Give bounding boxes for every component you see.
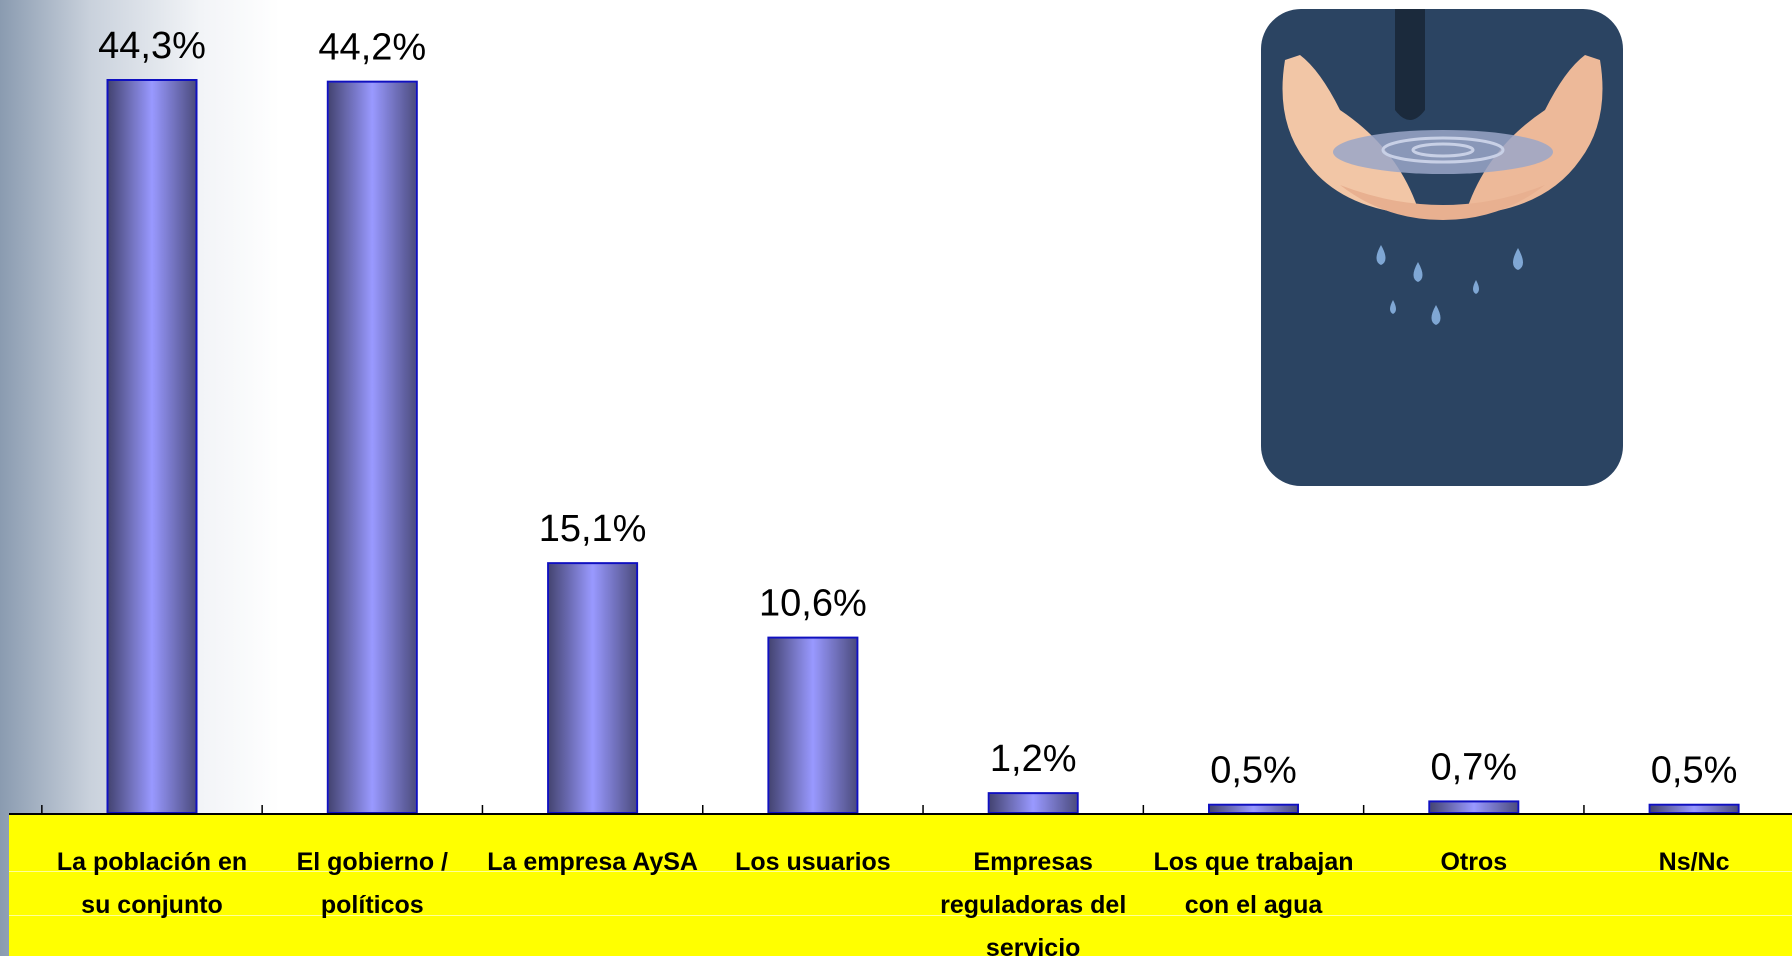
value-label: 0,7% <box>1430 746 1517 788</box>
illustration <box>1261 9 1623 486</box>
category-axis: La población en su conjunto El gobierno /… <box>9 813 1792 956</box>
x-tick-label: Otros <box>1440 848 1508 876</box>
bar-shading <box>1430 802 1518 812</box>
value-label: 10,6% <box>759 583 867 625</box>
value-label: 0,5% <box>1651 750 1738 792</box>
x-tick-label: Los que trabajan con el agua <box>1153 848 1354 919</box>
x-tick-label: Empresas reguladoras del servicio <box>940 848 1127 956</box>
bar-shading <box>769 638 857 812</box>
x-tick-label: La población en su conjunto <box>56 848 248 919</box>
axis-rule <box>9 915 1792 916</box>
bar-shading <box>1650 805 1738 812</box>
x-tick-label: Ns/Nc <box>1658 848 1730 876</box>
bar-shading <box>108 81 196 812</box>
x-tick-label: El gobierno / políticos <box>296 848 448 919</box>
x-tick-label: La empresa AySA <box>487 848 698 876</box>
bar-shading <box>1210 805 1297 812</box>
x-tick-label: Los usuarios <box>735 848 891 876</box>
value-label: 44,2% <box>318 27 426 69</box>
value-label: 15,1% <box>539 508 647 550</box>
value-label: 0,5% <box>1210 750 1297 792</box>
value-label: 1,2% <box>990 738 1077 780</box>
value-label: 44,3% <box>98 25 206 67</box>
axis-rule <box>9 871 1792 872</box>
bar-shading <box>328 82 416 813</box>
bar-shading <box>549 564 637 812</box>
bar-shading <box>989 794 1077 812</box>
